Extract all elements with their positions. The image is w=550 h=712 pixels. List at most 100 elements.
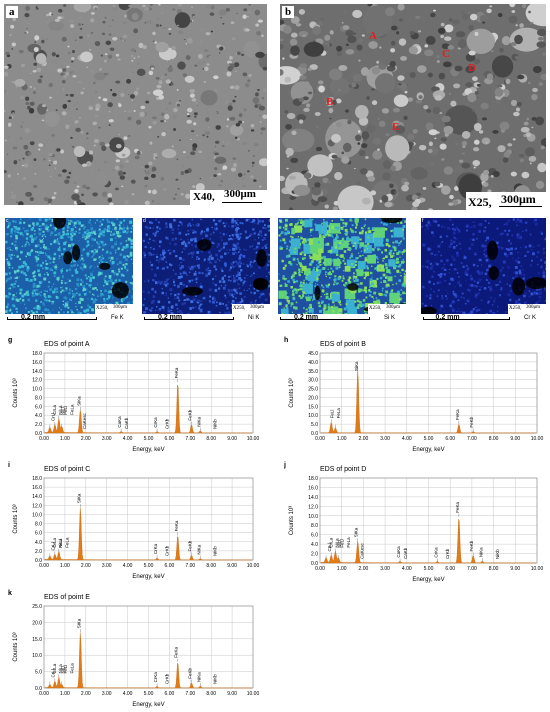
sem-grain xyxy=(540,138,546,148)
map-pixel xyxy=(33,224,35,227)
sem-grain xyxy=(6,54,11,58)
sem-grain xyxy=(12,146,18,150)
map-pixel xyxy=(53,271,57,275)
map-pixel xyxy=(44,289,47,292)
map-pixel xyxy=(310,234,312,236)
map-scale-box-e: X250, 300μm xyxy=(368,304,406,314)
sem-grain xyxy=(6,91,8,93)
map-pixel xyxy=(102,293,105,296)
sem-grain xyxy=(160,119,164,123)
map-pixel xyxy=(173,219,176,222)
map-pixel xyxy=(50,234,52,236)
map-pixel xyxy=(115,240,117,243)
sem-grain xyxy=(46,38,48,40)
sem-grain xyxy=(92,192,98,197)
map-pixel xyxy=(235,291,239,294)
map-pixel xyxy=(156,280,160,284)
map-pixel xyxy=(64,233,67,236)
sem-grain xyxy=(25,102,30,105)
map-pixel xyxy=(39,309,41,311)
sem-grain xyxy=(72,74,77,78)
map-pixel xyxy=(317,262,320,265)
map-pixel xyxy=(14,230,17,233)
map-pixel xyxy=(290,277,293,280)
sem-grain xyxy=(116,143,122,149)
map-pixel xyxy=(190,308,192,310)
sem-grain xyxy=(535,116,545,126)
map-pixel xyxy=(80,306,83,309)
sem-grain xyxy=(255,51,265,58)
map-pixel xyxy=(239,236,242,239)
map-pixel xyxy=(321,263,323,266)
map-pixel xyxy=(497,246,500,248)
map-pixel xyxy=(290,285,294,289)
map-pixel xyxy=(99,258,103,262)
map-pixel xyxy=(161,257,165,261)
sem-grain xyxy=(352,9,363,19)
sem-grain xyxy=(130,54,134,58)
map-pixel xyxy=(327,233,331,237)
map-pixel xyxy=(339,313,342,316)
map-pixel xyxy=(327,272,331,276)
sem-grain xyxy=(439,143,447,150)
map-pixel xyxy=(96,283,99,285)
map-pixel xyxy=(368,294,372,297)
map-pixel xyxy=(249,245,252,248)
map-pixel xyxy=(108,275,112,278)
sem-grain xyxy=(515,107,521,112)
map-pixel xyxy=(281,231,284,234)
map-pixel xyxy=(209,312,212,314)
map-pixel xyxy=(179,309,182,313)
map-pixel xyxy=(348,246,351,250)
map-pixel xyxy=(301,295,305,298)
map-pixel xyxy=(25,255,27,258)
map-pixel xyxy=(361,232,364,235)
map-pixel xyxy=(49,288,52,291)
map-pixel xyxy=(99,271,103,275)
map-pixel xyxy=(213,265,217,268)
map-pixel xyxy=(294,223,297,226)
map-pixel xyxy=(127,301,131,305)
map-pixel xyxy=(152,248,154,250)
map-pixel xyxy=(286,299,289,302)
sem-grain xyxy=(323,95,331,103)
map-pixel xyxy=(8,272,11,274)
map-pixel xyxy=(54,230,56,232)
sem-grain xyxy=(377,148,380,151)
sem-grain xyxy=(119,37,123,40)
map-pixel xyxy=(55,268,58,271)
map-pixel xyxy=(317,301,321,305)
map-pixel xyxy=(106,225,110,229)
map-pixel xyxy=(451,255,454,258)
map-pixel xyxy=(123,247,126,249)
map-pixel xyxy=(222,246,226,249)
sem-grain xyxy=(7,174,11,178)
map-pixel xyxy=(104,280,107,284)
map-pixel xyxy=(344,262,347,265)
sem-grain xyxy=(65,94,69,97)
x-tick-label: 3.00 xyxy=(380,436,390,442)
map-pixel xyxy=(456,269,458,271)
map-pixel xyxy=(302,238,306,242)
x-tick-label: 8.00 xyxy=(489,436,499,442)
sem-grain xyxy=(296,114,307,121)
map-pixel xyxy=(182,247,185,250)
map-pixel xyxy=(530,292,534,296)
map-pixel xyxy=(10,284,12,286)
sem-grain xyxy=(448,18,453,22)
map-pixel xyxy=(205,234,208,238)
sem-grain xyxy=(233,62,240,68)
x-tick-label: 1.00 xyxy=(60,436,70,442)
map-pixel xyxy=(51,302,54,305)
sem-grain xyxy=(398,88,402,91)
map-pixel xyxy=(15,307,18,310)
map-pixel xyxy=(185,272,187,275)
map-pixel xyxy=(324,311,327,313)
map-pixel xyxy=(23,272,26,275)
map-pixel xyxy=(368,290,371,293)
map-pixel xyxy=(456,229,459,231)
map-pixel xyxy=(236,262,240,265)
sem-grain xyxy=(62,103,68,109)
map-pixel xyxy=(390,254,392,257)
map-pixel xyxy=(8,287,10,290)
